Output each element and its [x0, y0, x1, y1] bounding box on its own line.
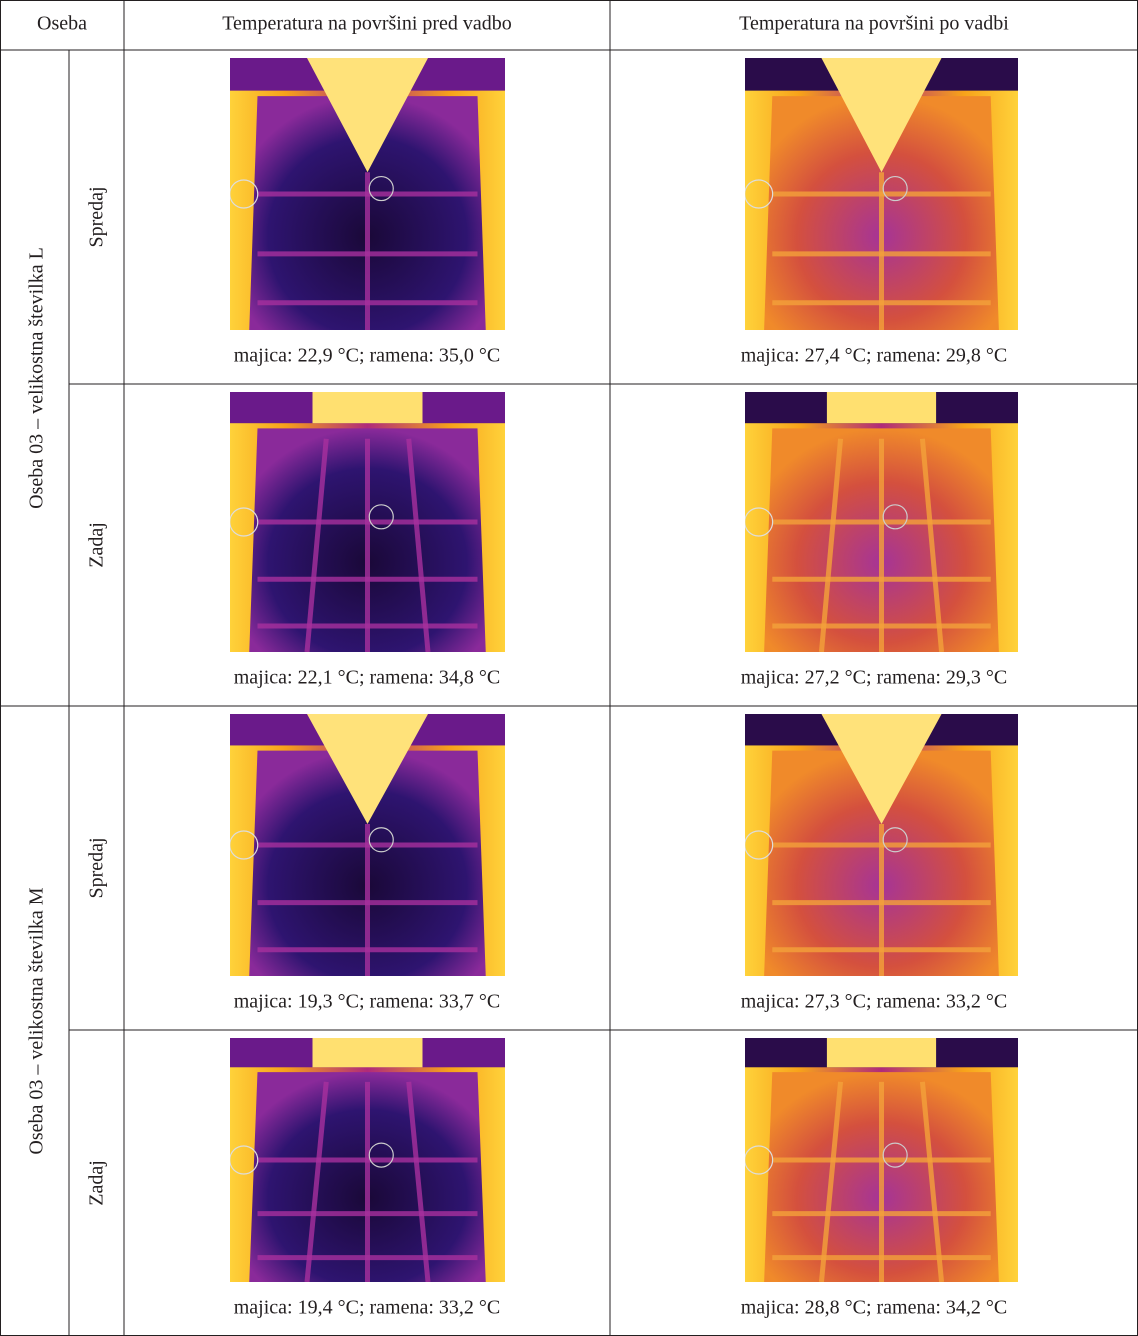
- caption: majica: 22,1 °C; ramena: 34,8 °C: [234, 667, 501, 689]
- thermal-image: [230, 1038, 505, 1282]
- neck: [307, 58, 428, 173]
- view-label: Spredaj: [86, 186, 108, 247]
- neck: [821, 58, 942, 173]
- view-label: Spredaj: [86, 837, 108, 898]
- neck: [821, 714, 942, 825]
- neck: [826, 1038, 937, 1068]
- seam: [406, 1081, 431, 1282]
- crosshair: [882, 175, 908, 202]
- crosshair: [882, 504, 908, 530]
- thermal-image: [230, 714, 505, 976]
- seam: [304, 438, 329, 652]
- neck: [307, 714, 428, 825]
- thermal-image: [230, 392, 505, 652]
- crosshair: [368, 504, 394, 530]
- seam: [818, 438, 844, 652]
- header-cell: Oseba: [37, 13, 87, 35]
- seam: [304, 1081, 329, 1282]
- group-label: Oseba 03 – velikostna številka L: [26, 247, 48, 509]
- crosshair: [745, 1145, 774, 1175]
- caption: majica: 22,9 °C; ramena: 35,0 °C: [234, 345, 501, 367]
- crosshair: [882, 1142, 908, 1168]
- thermal-image: [745, 714, 1018, 976]
- thermal-image: [745, 1038, 1018, 1282]
- crosshair: [745, 507, 774, 537]
- neck: [312, 1038, 423, 1068]
- crosshair: [368, 827, 394, 853]
- crosshair: [230, 830, 259, 860]
- crosshair: [230, 179, 259, 209]
- header-cell: Temperatura na površini po vadbi: [739, 13, 1009, 35]
- thermal-image: [745, 392, 1018, 652]
- view-label: Zadaj: [86, 1160, 108, 1206]
- caption: majica: 27,2 °C; ramena: 29,3 °C: [741, 667, 1008, 689]
- seam: [919, 438, 945, 652]
- caption: majica: 28,8 °C; ramena: 34,2 °C: [741, 1297, 1008, 1319]
- seam: [919, 1081, 945, 1282]
- caption: majica: 27,4 °C; ramena: 29,8 °C: [741, 345, 1008, 367]
- view-label: Zadaj: [86, 522, 108, 568]
- crosshair: [230, 1145, 259, 1175]
- seam: [406, 438, 431, 652]
- group-label: Oseba 03 – velikostna številka M: [26, 887, 48, 1154]
- crosshair: [745, 830, 774, 860]
- caption: majica: 27,3 °C; ramena: 33,2 °C: [741, 991, 1008, 1013]
- crosshair: [882, 827, 908, 853]
- caption: majica: 19,3 °C; ramena: 33,7 °C: [234, 991, 501, 1013]
- header-cell: Temperatura na površini pred vadbo: [222, 13, 512, 35]
- seam: [818, 1081, 844, 1282]
- caption: majica: 19,4 °C; ramena: 33,2 °C: [234, 1297, 501, 1319]
- crosshair: [745, 179, 774, 209]
- neck: [826, 392, 937, 424]
- crosshair: [368, 1142, 394, 1168]
- thermal-image: [230, 58, 505, 330]
- crosshair: [230, 507, 259, 537]
- crosshair: [368, 175, 394, 202]
- neck: [312, 392, 423, 424]
- thermal-image: [745, 58, 1018, 330]
